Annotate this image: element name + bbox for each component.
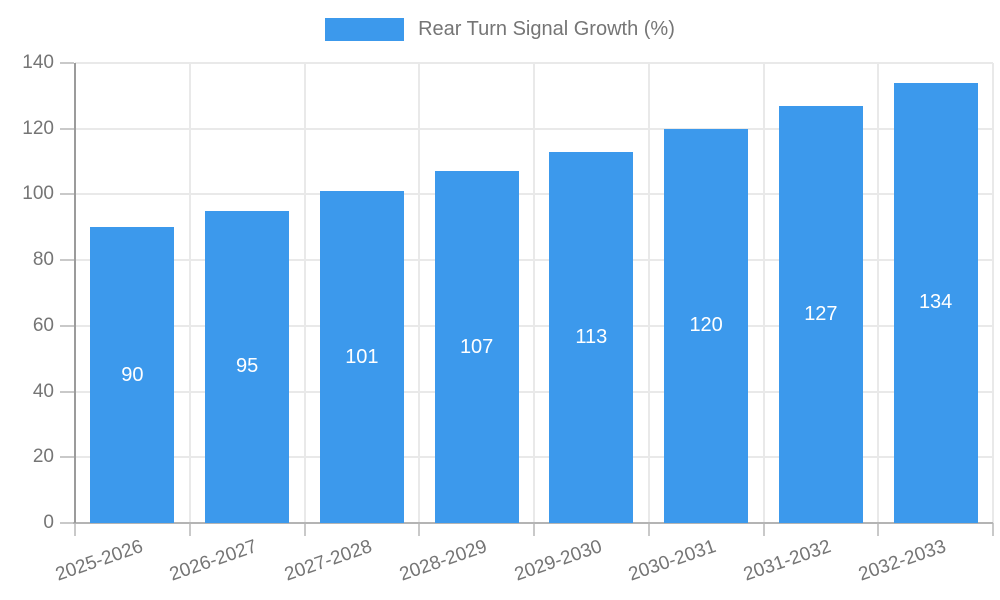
legend-label: Rear Turn Signal Growth (%)	[418, 18, 675, 40]
x-gridline	[877, 63, 880, 523]
x-axis-tick	[533, 523, 535, 536]
x-gridline	[762, 63, 765, 523]
x-axis-tick	[762, 523, 765, 536]
bar[interactable]: 113	[549, 151, 634, 523]
bar[interactable]: 90	[90, 227, 175, 523]
y-axis-tick-label: 20	[32, 446, 54, 468]
plot-area: 0 20 40 60 80 100 120 140 90 95 101 107 113 120 127 134…	[22, 53, 994, 585]
bar[interactable]: 107	[434, 171, 519, 523]
legend-swatch	[325, 18, 405, 41]
y-axis-tick-label: 80	[32, 249, 54, 271]
x-gridline	[647, 63, 650, 523]
x-gridline	[303, 63, 306, 523]
x-axis-tick	[188, 523, 191, 536]
x-axis-tick-label: 2032-2033	[855, 536, 949, 586]
y-axis-line	[74, 63, 76, 523]
bar-value-label: 134	[918, 291, 953, 314]
bar[interactable]: 120	[664, 128, 749, 523]
x-axis-line	[73, 522, 993, 524]
x-gridline	[992, 63, 994, 523]
x-gridline	[533, 63, 535, 523]
bar-value-label: 107	[459, 335, 494, 358]
x-gridline	[418, 63, 421, 523]
y-axis-tick	[60, 259, 74, 262]
bar[interactable]: 101	[319, 191, 404, 523]
bar[interactable]: 127	[778, 105, 863, 523]
y-axis-tick	[60, 456, 74, 459]
y-axis-tick-label: 140	[22, 52, 54, 73]
bar-value-label: 113	[575, 325, 608, 348]
x-axis-tick-label: 2025-2026	[52, 536, 146, 586]
y-axis-tick	[60, 127, 74, 130]
chart-legend-item[interactable]: Rear Turn Signal Growth (%)	[0, 18, 1000, 41]
x-axis-tick-label: 2031-2032	[740, 536, 834, 586]
x-axis-tick-label: 2029-2030	[511, 536, 605, 586]
y-axis-tick	[60, 62, 74, 64]
x-axis-tick	[74, 523, 76, 536]
bar-value-label: 95	[236, 355, 259, 378]
y-axis-tick-label: 60	[32, 314, 54, 336]
bar-value-label: 127	[804, 302, 838, 325]
bar[interactable]: 134	[893, 82, 978, 523]
y-axis-tick	[60, 193, 74, 196]
y-axis-tick	[60, 390, 74, 393]
y-axis-tick	[60, 522, 74, 524]
x-gridline	[188, 63, 191, 523]
x-axis-tick-label: 2027-2028	[281, 536, 375, 586]
x-axis-tick	[877, 523, 880, 536]
y-axis-tick-label: 40	[32, 380, 54, 402]
bar-value-label: 101	[345, 345, 379, 368]
y-axis-tick-label: 0	[43, 512, 54, 533]
x-axis-tick	[647, 523, 650, 536]
x-axis-tick-label: 2026-2027	[167, 536, 260, 586]
x-axis-tick	[418, 523, 421, 536]
bar-value-label: 120	[689, 314, 723, 337]
x-axis-tick-label: 2030-2031	[626, 536, 719, 586]
y-axis-tick-label: 100	[22, 183, 54, 205]
y-axis-tick-label: 120	[22, 117, 54, 139]
y-axis-tick	[60, 324, 74, 327]
x-axis-tick-label: 2028-2029	[396, 536, 490, 586]
bar[interactable]: 95	[205, 210, 290, 523]
bar-value-label: 90	[121, 363, 144, 386]
x-axis-tick	[992, 523, 994, 536]
x-axis-tick	[303, 523, 306, 536]
